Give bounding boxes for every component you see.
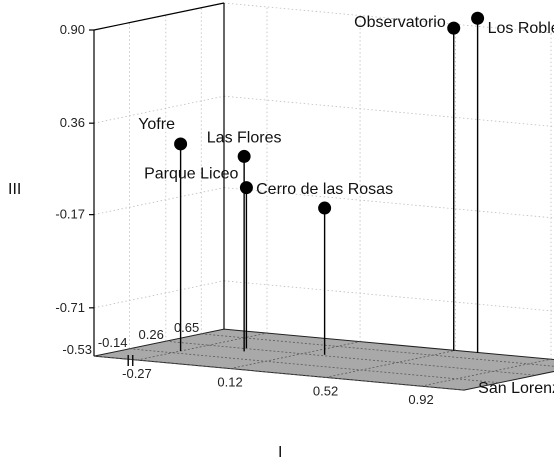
floor-grid xyxy=(93,332,554,391)
x-tick-label: 0.52 xyxy=(313,383,338,398)
y-tick-label: -0.14 xyxy=(98,335,128,350)
left-wall-gridline xyxy=(93,280,225,309)
point-label: Parque Liceo xyxy=(144,166,238,183)
y-axis-label: II xyxy=(126,353,135,370)
z-tick-label: 0.36 xyxy=(60,115,85,130)
data-point xyxy=(174,137,188,151)
z-tick-label: -0.17 xyxy=(55,207,85,222)
floor-gridline xyxy=(201,333,554,367)
point-label: Cerro de las Rosas xyxy=(256,181,393,198)
y-tick-label: -0.53 xyxy=(62,342,92,357)
x-tick-label: 0.12 xyxy=(217,375,242,390)
floor-gridline xyxy=(165,340,536,376)
point-label: San Lorenzo xyxy=(478,380,554,397)
point-label: Yofre xyxy=(138,116,175,133)
x-axis-ticks: -0.27 0.12 0.52 0.92 xyxy=(122,366,434,407)
back-wall-gridline xyxy=(223,95,554,127)
point-label: Los Robles xyxy=(488,20,554,37)
z-axis-ticks: -0.71 -0.17 0.36 0.90 xyxy=(55,22,94,315)
z-axis-label: III xyxy=(8,181,21,198)
x-tick-label: -0.27 xyxy=(122,366,152,381)
data-point xyxy=(471,11,485,25)
point-label: Las Flores xyxy=(207,129,282,146)
data-point xyxy=(447,21,461,35)
top-left-edge xyxy=(93,2,225,31)
x-axis-label: I xyxy=(278,444,282,461)
stems xyxy=(179,18,479,355)
axis-frame xyxy=(93,2,225,357)
data-point xyxy=(239,181,253,195)
point-label: Observatorio xyxy=(354,14,446,31)
y-tick-label: 0.65 xyxy=(174,320,199,335)
y-tick-label: 0.26 xyxy=(139,327,164,342)
floor-gridline xyxy=(93,355,465,391)
data-points xyxy=(174,11,485,215)
data-point xyxy=(237,149,251,163)
point-labels: Yofre Las Flores Parque Liceo Cerro de las … xyxy=(138,14,554,397)
x-tick-label: 0.92 xyxy=(408,392,433,407)
z-tick-label: -0.71 xyxy=(55,300,85,315)
left-wall-gridline xyxy=(93,187,225,216)
back-wall-gridline xyxy=(223,280,554,312)
floor-gridline xyxy=(129,348,500,384)
z-tick-label: 0.90 xyxy=(60,22,85,37)
data-point xyxy=(318,201,332,215)
